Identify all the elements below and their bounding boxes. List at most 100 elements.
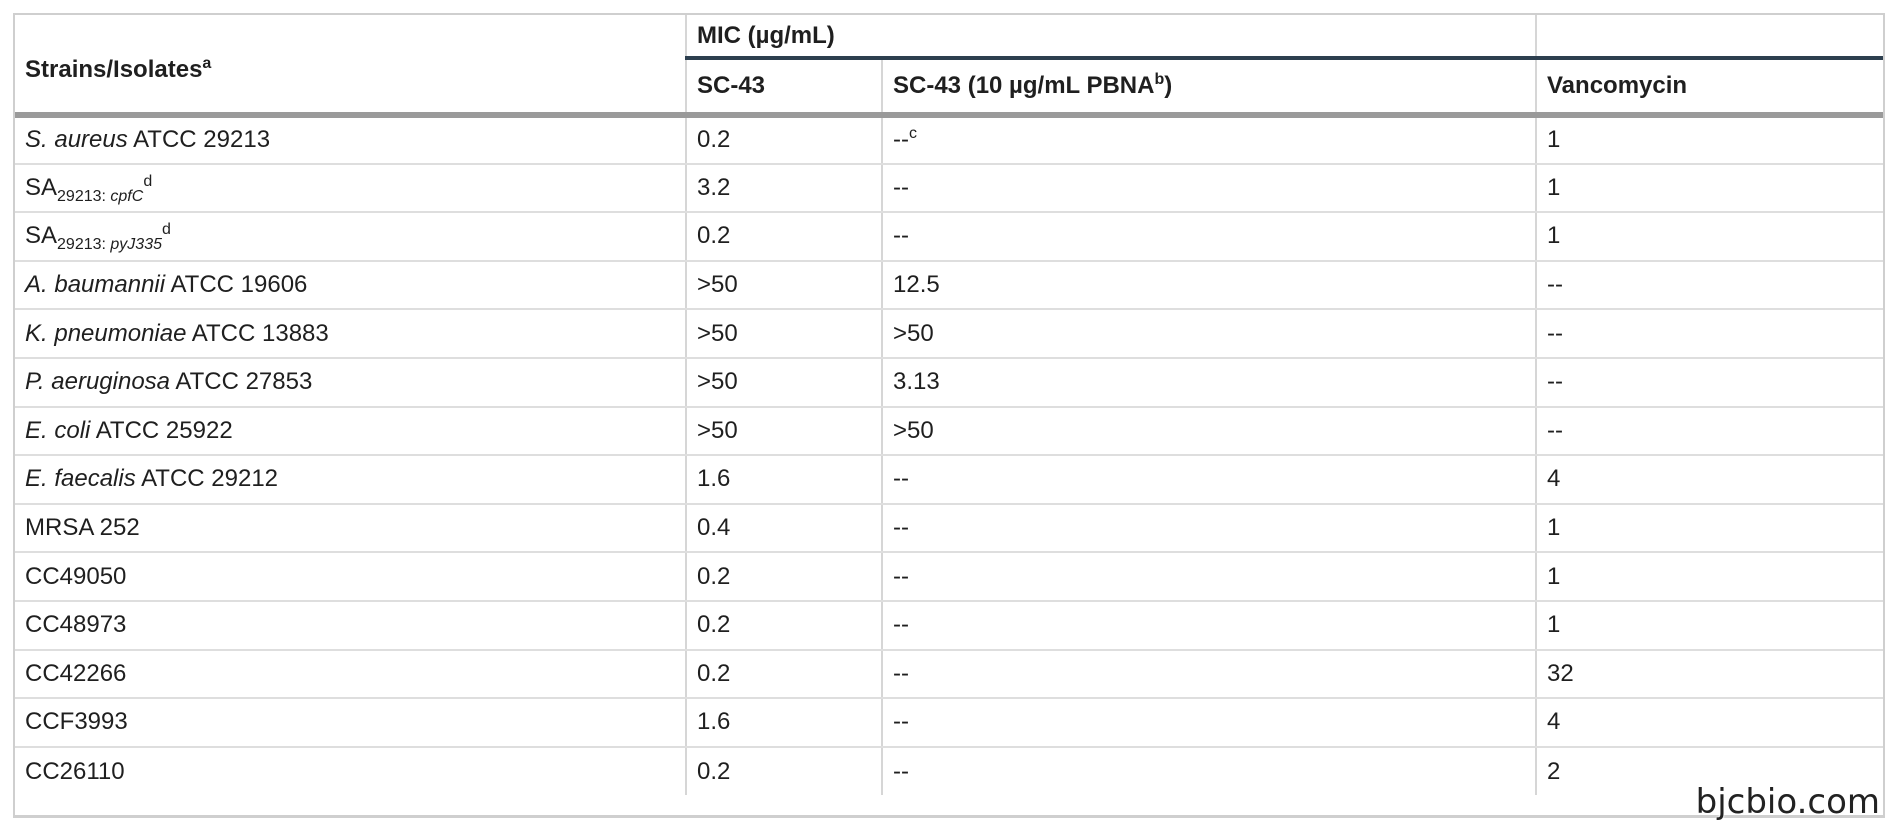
cell-sc43: >50 [685, 357, 882, 408]
subscript-gene: pyJ335 [110, 236, 162, 254]
cell-sc43-pbna: 12.5 [881, 260, 1536, 311]
cell-vancomycin: 32 [1535, 649, 1883, 700]
pbna-value: 3.13 [893, 368, 940, 396]
table-body: S. aureus ATCC 29213 0.2 --c 1 SA29213: cpfC… [15, 115, 1883, 796]
footnote-marker: c [908, 125, 917, 143]
footnote-marker: d [143, 172, 153, 190]
table-row: CCF3993 1.6 -- 4 [15, 698, 1883, 748]
strain-name: ATCC 27853 [170, 368, 313, 396]
cell-strain: P. aeruginosa ATCC 27853 [15, 357, 686, 408]
strain-name: CCF3993 [25, 708, 128, 736]
header-mic: MIC (µg/mL) [686, 15, 1536, 60]
header-sc43: SC-43 [686, 58, 882, 118]
cell-strain: CC42266 [15, 649, 686, 700]
cell-sc43-pbna: -- [881, 163, 1536, 214]
strain-name: CC48973 [25, 611, 127, 639]
cell-vancomycin: -- [1535, 309, 1883, 359]
table-row: E. coli ATCC 25922 >50 >50 -- [15, 406, 1883, 457]
cell-sc43-pbna: -- [881, 698, 1536, 748]
strain-name: SA [25, 173, 58, 201]
pbna-value: -- [893, 659, 909, 687]
table-row: S. aureus ATCC 29213 0.2 --c 1 [15, 115, 1883, 165]
cell-strain: CC26110 [15, 747, 686, 796]
strain-name: MRSA 252 [25, 514, 140, 542]
species-name: E. faecalis [25, 465, 136, 493]
strain-subscript: 29213: pyJ335 [57, 236, 162, 253]
cell-vancomycin: 2 [1535, 746, 1883, 796]
header-vancomycin: Vancomycin [1535, 58, 1883, 118]
cell-vancomycin: 1 [1535, 503, 1883, 554]
cell-sc43-pbna: -- [881, 455, 1536, 505]
strain-name: ATCC 29212 [135, 465, 279, 493]
header-sc43-pbna: SC-43 (10 µg/mL PBNAb) [881, 58, 1536, 118]
pbna-value: >50 [893, 319, 934, 347]
cell-sc43-pbna: >50 [881, 406, 1536, 457]
cell-sc43-pbna: --c [881, 115, 1536, 165]
cell-vancomycin: -- [1535, 357, 1883, 408]
strain-name: CC26110 [25, 757, 125, 785]
species-name: S. aureus [25, 126, 128, 154]
strain-name: ATCC 13883 [186, 319, 329, 347]
cell-sc43: 0.2 [685, 212, 882, 262]
cell-vancomycin: 4 [1535, 698, 1883, 748]
header-strains-isolates: Strains/Isolatesa [15, 15, 687, 118]
footnote-marker: d [162, 221, 171, 239]
cell-vancomycin: 1 [1535, 600, 1883, 651]
cell-sc43-pbna: >50 [881, 309, 1536, 359]
table-row: A. baumannii ATCC 19606 >50 12.5 -- [15, 260, 1883, 311]
pbna-value: -- [893, 708, 909, 736]
strain-name: ATCC 25922 [90, 416, 233, 444]
header-blank [1535, 15, 1883, 60]
cell-sc43: 0.2 [685, 746, 882, 796]
cell-sc43-pbna: -- [881, 746, 1536, 796]
cell-sc43: 0.2 [685, 552, 882, 602]
pbna-value: -- [893, 222, 909, 250]
subscript-number: 29213: [57, 236, 111, 254]
table-row: SA29213: cpfCd 3.2 -- 1 [15, 163, 1883, 214]
cell-strain: K. pneumoniae ATCC 13883 [15, 309, 686, 359]
table-row: CC49050 0.2 -- 1 [15, 552, 1883, 602]
cell-strain: CC49050 [15, 552, 686, 602]
cell-vancomycin: 4 [1535, 455, 1883, 505]
cell-sc43: 0.2 [685, 600, 882, 651]
cell-sc43-pbna: -- [881, 503, 1536, 554]
strain-name: CC42266 [25, 659, 127, 687]
table-row: K. pneumoniae ATCC 13883 >50 >50 -- [15, 309, 1883, 359]
cell-strain: A. baumannii ATCC 19606 [15, 260, 686, 311]
table-row: CC48973 0.2 -- 1 [15, 600, 1883, 651]
species-name: K. pneumoniae [25, 319, 187, 347]
table-row: CC42266 0.2 -- 32 [15, 649, 1883, 700]
pbna-value: -- [893, 562, 909, 590]
mic-table: Strains/Isolatesa MIC (µg/mL) SC-43 SC-4… [15, 15, 1883, 796]
cell-sc43-pbna: -- [881, 212, 1536, 262]
cell-sc43: 0.2 [685, 115, 882, 165]
pbna-value: -- [893, 126, 909, 154]
species-name: P. aeruginosa [25, 368, 171, 396]
subscript-gene: cpfC [110, 187, 144, 205]
cell-strain: S. aureus ATCC 29213 [15, 115, 686, 165]
table-row: E. faecalis ATCC 29212 1.6 -- 4 [15, 455, 1883, 505]
cell-sc43: 3.2 [685, 163, 882, 214]
strain-name: CC49050 [25, 562, 127, 590]
cell-sc43-pbna: -- [881, 649, 1536, 700]
cell-strain: SA29213: pyJ335d [15, 212, 686, 262]
cell-sc43: >50 [685, 406, 882, 457]
cell-strain: CC48973 [15, 600, 686, 651]
cell-vancomycin: 1 [1535, 552, 1883, 602]
cell-strain: SA29213: cpfCd [15, 163, 686, 214]
table-row: P. aeruginosa ATCC 27853 >50 3.13 -- [15, 357, 1883, 408]
cell-sc43: 1.6 [685, 455, 882, 505]
species-name: A. baumannii [25, 271, 166, 299]
table-row: MRSA 252 0.4 -- 1 [15, 503, 1883, 554]
pbna-value: -- [893, 514, 909, 542]
pbna-value: -- [893, 173, 909, 201]
pbna-value: -- [893, 757, 909, 785]
pbna-value: >50 [893, 416, 934, 444]
cell-vancomycin: 1 [1535, 163, 1883, 214]
subscript-number: 29213: [57, 187, 111, 205]
cell-sc43: 1.6 [685, 698, 882, 748]
pbna-value: -- [893, 465, 909, 493]
cell-vancomycin: -- [1535, 406, 1883, 457]
cell-vancomycin: -- [1535, 260, 1883, 311]
cell-strain: MRSA 252 [15, 503, 686, 554]
